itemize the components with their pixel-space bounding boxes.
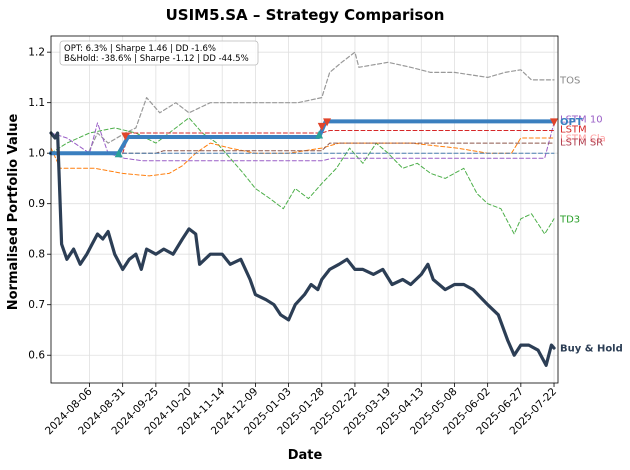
y-tick-label: 0.9	[28, 198, 45, 210]
buy-marker	[315, 130, 324, 139]
end-label: LSTM Cla	[560, 134, 606, 145]
axis-ticks: 0.60.70.80.91.01.11.22024-08-062024-08-3…	[28, 47, 559, 438]
sell-marker	[121, 132, 130, 141]
end-label: LSTM SR	[560, 138, 603, 149]
sell-marker	[323, 118, 332, 127]
sell-marker	[550, 118, 559, 127]
series-line-tos	[50, 51, 555, 154]
series-line-td3	[50, 117, 555, 235]
plot-frame	[50, 35, 559, 384]
sell-marker	[317, 122, 326, 131]
end-label: Buy & Hold	[560, 344, 623, 355]
end-label: TD3	[559, 214, 580, 225]
buy-marker	[114, 149, 123, 158]
y-tick-label: 1.1	[28, 97, 45, 109]
y-tick-label: 1.0	[28, 148, 45, 160]
stats-box-background	[59, 40, 259, 66]
y-axis-label: Normalised Portfolio Value	[6, 114, 21, 311]
end-label: LSTM 10	[560, 114, 603, 125]
y-tick-label: 1.2	[28, 47, 45, 59]
grid	[51, 36, 558, 383]
stats-line-bhold: B&Hold: -38.6% | Sharpe -1.12 | DD -44.5…	[64, 54, 249, 64]
end-label: TOS	[559, 75, 580, 86]
series-line-lstm-sr	[50, 142, 555, 154]
x-axis-label: Date	[288, 448, 323, 463]
stats-box: OPT: 6.3% | Sharpe 1.46 | DD -1.6% B&Hol…	[59, 40, 259, 66]
series-line-lstm-10	[50, 122, 555, 162]
series-lines	[49, 51, 556, 367]
y-tick-label: 0.8	[28, 249, 45, 261]
chart-title: USIM5.SA – Strategy Comparison	[166, 6, 445, 24]
series-line-buy-hold	[49, 131, 556, 367]
y-tick-label: 0.7	[28, 299, 45, 311]
end-label: LSTM	[560, 124, 587, 135]
trade-markers	[114, 118, 559, 158]
end-label: OPT	[560, 117, 583, 128]
stats-line-opt: OPT: 6.3% | Sharpe 1.46 | DD -1.6%	[64, 44, 216, 54]
y-tick-label: 0.6	[28, 350, 45, 362]
series-line-opt	[49, 119, 556, 156]
